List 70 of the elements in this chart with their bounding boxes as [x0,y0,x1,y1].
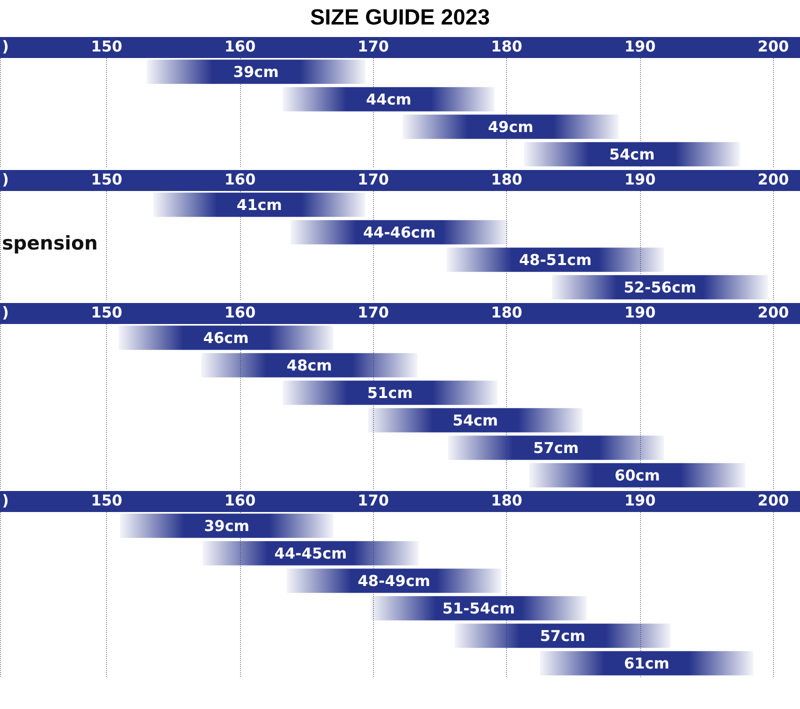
y-tick-label: 49cm [488,118,534,136]
bar [370,596,587,620]
y-tick-label: 54cm [609,145,655,164]
x-tick-label: 180 [491,492,522,510]
bar [552,275,768,300]
y-tick-label: 44-45cm [274,544,347,562]
annotation: spension [2,232,98,254]
bar [153,192,366,217]
x-tick-label: 170 [358,304,389,322]
bar [146,60,366,84]
y-tick-label: 51-54cm [442,599,515,618]
bar [529,463,746,488]
x-tick-label: 190 [624,304,656,322]
bar [202,541,419,566]
x-tick-label: 200 [758,492,789,510]
y-tick-label: 48-51cm [519,250,592,269]
bar [286,568,502,593]
x-tick-label: 200 [758,170,789,188]
bar [540,651,754,676]
y-tick-label: 46cm [203,328,249,347]
bar [454,624,671,648]
x-tick-label: 170 [358,492,389,510]
x-tick-label: 150 [91,38,122,56]
bar [448,436,664,460]
x-tick-label: 150 [91,170,122,188]
x-axis-title: ) [2,38,9,56]
x-axis-title: ) [2,492,9,510]
bar [282,87,495,112]
y-tick-label: 39cm [233,62,279,81]
y-tick-label: 41cm [236,196,282,214]
bar [201,353,418,378]
x-axis-title: ) [2,170,9,188]
bar [368,408,583,432]
bar [118,326,334,350]
bar [524,142,740,166]
y-tick-label: 61cm [624,654,670,672]
x-tick-label: 160 [224,304,256,322]
x-tick-label: 200 [758,38,789,56]
x-tick-label: 180 [491,38,522,56]
x-tick-label: 180 [491,304,522,322]
x-tick-label: 160 [224,38,256,56]
bar [290,220,508,244]
bar [402,114,619,139]
bar [446,248,664,272]
y-tick-label: 57cm [540,626,586,645]
x-tick-label: 170 [358,170,389,188]
y-tick-label: 48cm [286,356,332,374]
x-tick-label: 170 [358,38,389,56]
x-tick-label: 150 [91,304,122,322]
chart-title: SIZE GUIDE 2023 [310,4,490,30]
bar [120,514,334,538]
x-tick-label: 180 [491,170,522,188]
y-tick-label: 54cm [452,411,498,430]
x-axis-title: ) [2,304,9,322]
x-tick-label: 190 [624,492,656,510]
x-tick-label: 150 [91,492,122,510]
bar [282,380,498,405]
y-tick-label: 52-56cm [624,278,696,296]
y-tick-label: 60cm [614,466,660,484]
y-tick-label: 48-49cm [358,572,430,590]
y-tick-label: 39cm [204,516,250,535]
x-tick-label: 200 [758,304,789,322]
y-tick-label: 44cm [366,90,412,108]
y-tick-label: 51cm [367,384,413,402]
x-tick-label: 160 [224,170,256,188]
x-tick-label: 160 [224,492,256,510]
y-tick-label: 57cm [533,438,579,457]
x-tick-label: 190 [624,170,656,188]
y-tick-label: 44-46cm [363,223,436,242]
x-tick-label: 190 [624,38,656,56]
